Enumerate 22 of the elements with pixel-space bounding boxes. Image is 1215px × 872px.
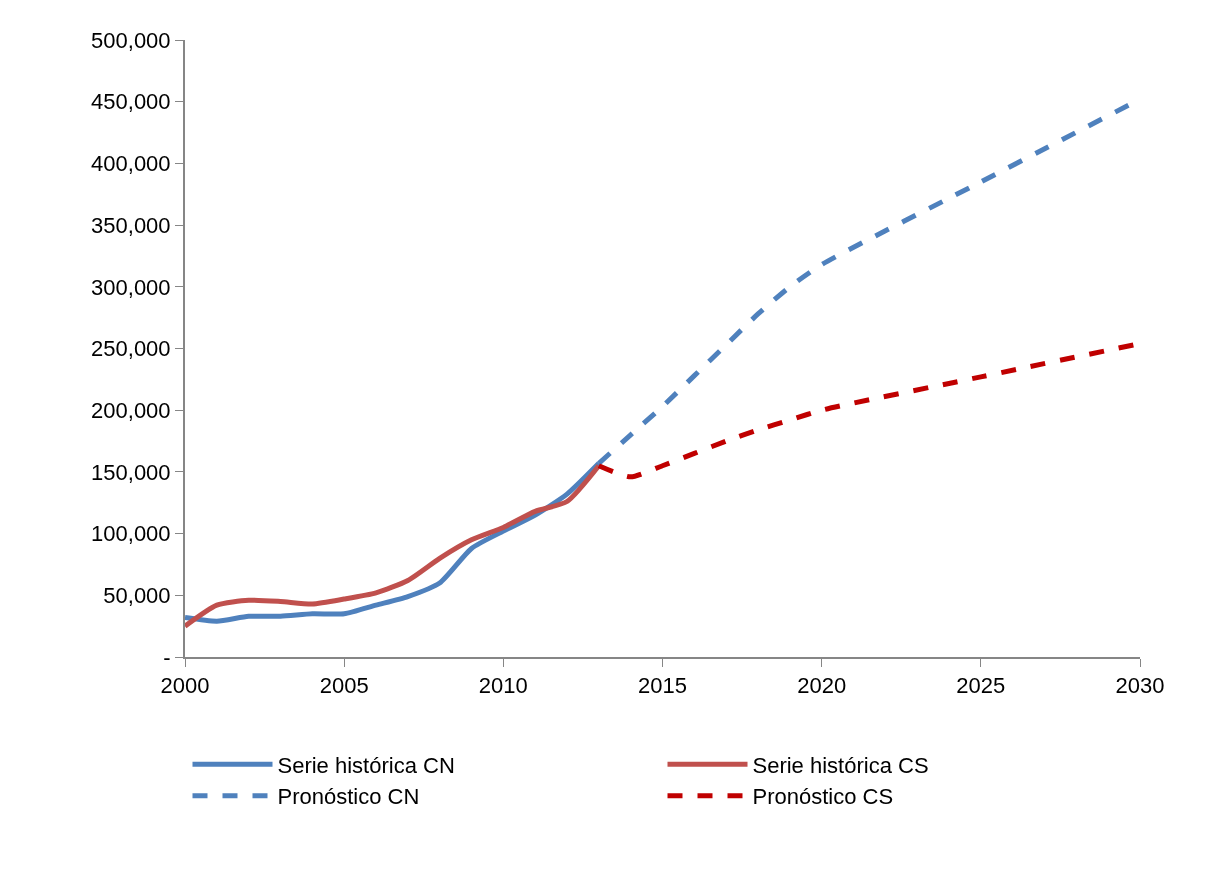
legend-label: Serie histórica CN	[277, 752, 455, 778]
y-tick-label: -	[163, 644, 171, 670]
x-tick-label: 2030	[1115, 673, 1165, 699]
x-tick-label: 2025	[956, 673, 1006, 699]
y-tick-label: 100,000	[91, 521, 171, 547]
legend-label: Pronóstico CS	[752, 784, 894, 810]
x-tick-label: 2020	[797, 673, 847, 699]
y-tick-label: 200,000	[91, 397, 171, 423]
y-tick-label: 250,000	[91, 336, 171, 362]
x-tick-label: 2005	[319, 673, 369, 699]
y-tick-label: 50,000	[103, 583, 171, 608]
x-tick-label: 2015	[638, 673, 687, 699]
legend-label: Serie histórica CS	[752, 752, 929, 778]
y-tick-label: 500,000	[91, 27, 171, 53]
y-tick-label: 400,000	[91, 151, 171, 177]
y-tick-label: 350,000	[91, 212, 171, 238]
y-tick-label: 450,000	[91, 89, 171, 115]
x-tick-label: 2010	[478, 673, 528, 699]
y-tick-label: 300,000	[91, 274, 171, 300]
legend-label: Pronóstico CN	[277, 784, 420, 810]
y-tick-label: 150,000	[91, 459, 171, 485]
x-tick-label: 2000	[160, 673, 210, 699]
